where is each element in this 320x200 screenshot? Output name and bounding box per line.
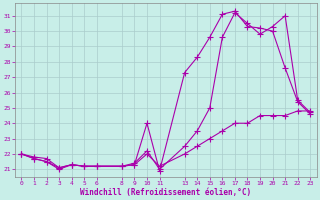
X-axis label: Windchill (Refroidissement éolien,°C): Windchill (Refroidissement éolien,°C) (80, 188, 252, 197)
